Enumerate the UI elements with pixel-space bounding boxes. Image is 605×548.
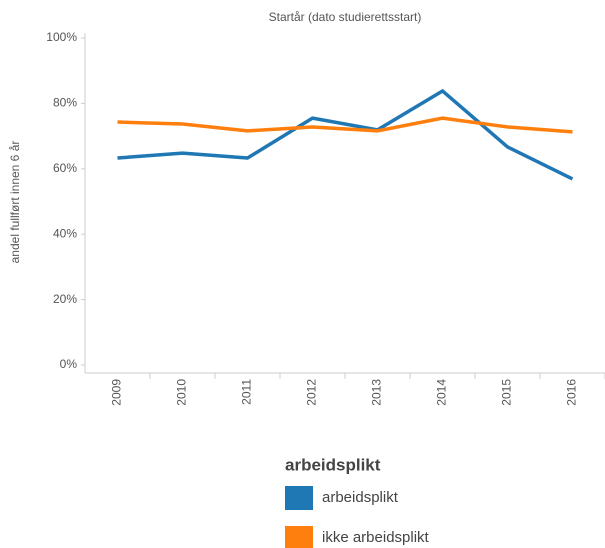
y-tick-label: 80% (53, 96, 77, 110)
x-tick-label: 2016 (565, 379, 579, 406)
y-axis-label: andel fullført innen 6 år (8, 141, 22, 264)
legend-label: ikke arbeidsplikt (322, 529, 430, 546)
legend-title: arbeidsplikt (285, 455, 381, 474)
y-tick-label: 40% (53, 226, 77, 240)
x-tick-label: 2013 (370, 379, 384, 406)
y-tick-label: 0% (60, 357, 78, 371)
series-line (117, 89, 574, 181)
x-tick-label: 2015 (500, 379, 514, 406)
x-tick-label: 2010 (175, 379, 189, 406)
legend-label: arbeidsplikt (322, 489, 399, 506)
y-tick-label: 100% (46, 30, 77, 44)
legend-swatch (285, 526, 313, 548)
x-tick-label: 2014 (435, 379, 449, 406)
series-line (117, 116, 573, 134)
x-tick-label: 2012 (305, 379, 319, 406)
y-tick-label: 20% (53, 292, 77, 306)
x-tick-label: 2009 (110, 379, 124, 406)
x-tick-label: 2011 (240, 379, 254, 405)
chart-title: Startår (dato studierettsstart) (269, 10, 422, 24)
legend-swatch (285, 486, 313, 510)
y-tick-label: 60% (53, 161, 77, 175)
